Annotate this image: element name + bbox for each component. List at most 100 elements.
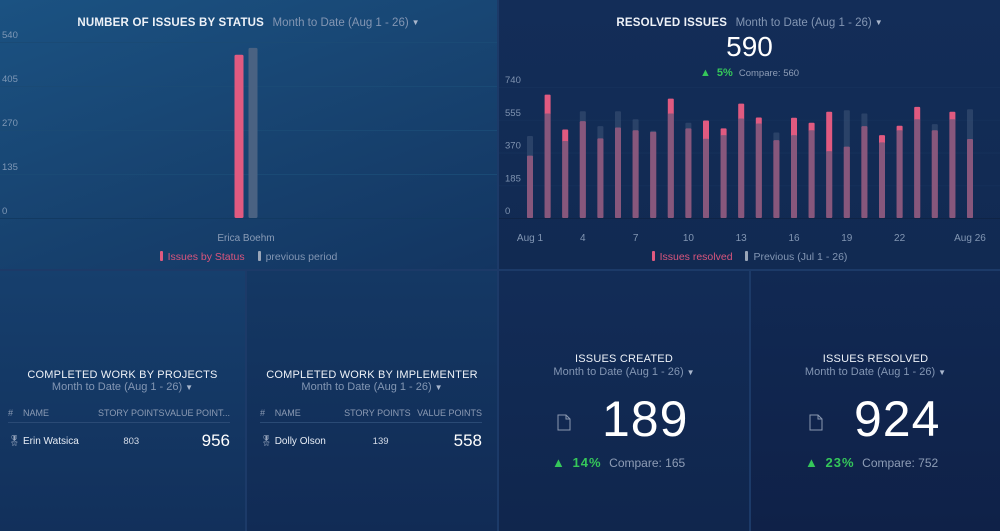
row-story-points: 803 [123, 435, 140, 447]
chevron-down-icon: ▼ [434, 383, 443, 392]
legend-swatch [745, 251, 749, 261]
column-header-rank: # [8, 408, 23, 423]
period-selector[interactable]: Month to Date (Aug 1 - 26) ▼ [499, 366, 749, 378]
bar-previous [632, 119, 639, 218]
legend-item-previous[interactable]: previous period [257, 251, 338, 263]
bar-previous [914, 119, 921, 218]
bar-previous [720, 135, 727, 218]
document-icon [809, 414, 823, 431]
x-tick-label: 4 [580, 233, 586, 244]
bar-previous [861, 113, 868, 218]
legend-item-previous[interactable]: Previous (Jul 1 - 26) [745, 251, 847, 263]
legend-label: previous period [265, 251, 338, 263]
bar-previous [562, 140, 569, 218]
resolved-issues-chart: 0 185 370 555 740 Aug 1 4 7 10 13 16 19 22 Aug 26 [499, 75, 1000, 244]
chart-legend: Issues resolved Previous (Jul 1 - 26) [499, 251, 1000, 263]
completed-work-by-projects-panel: COMPLETED WORK BY PROJECTS Month to Date… [0, 271, 245, 531]
legend-label: Issues by Status [167, 251, 245, 263]
period-selector[interactable]: Month to Date (Aug 1 - 26) ▼ [0, 381, 245, 393]
issues-resolved-header: ISSUES RESOLVED [751, 349, 1000, 367]
period-label: Month to Date (Aug 1 - 26) [804, 366, 936, 378]
x-tick-label: 10 [683, 233, 695, 244]
x-tick-label: 19 [841, 233, 853, 244]
implementer-header: COMPLETED WORK BY IMPLEMENTER [247, 365, 497, 383]
resolved-delta: ▲ 5% Compare: 560 [499, 67, 1000, 79]
projects-table: # NAME STORY POINTS VALUE POINT... 🎖 Eri… [8, 408, 230, 451]
bar-previous [685, 122, 692, 218]
period-selector[interactable]: Month to Date (Aug 1 - 26) ▼ [736, 17, 883, 29]
panel-title: NUMBER OF ISSUES BY STATUS [77, 17, 265, 29]
column-header-value-points[interactable]: VALUE POINT... [164, 408, 230, 423]
legend-item-current[interactable]: Issues by Status [159, 251, 245, 263]
delta-percent: 5% [716, 67, 733, 79]
column-header-name[interactable]: NAME [23, 408, 98, 423]
column-header-story-points[interactable]: STORY POINTS [98, 408, 165, 423]
period-selector[interactable]: Month to Date (Aug 1 - 26) ▼ [247, 381, 497, 393]
resolved-issues-panel: RESOLVED ISSUES Month to Date (Aug 1 - 2… [499, 0, 1000, 269]
bar-previous [931, 124, 938, 218]
y-tick-label: 270 [2, 118, 18, 129]
chart-legend: Issues by Status previous period [0, 251, 497, 263]
y-tick-label: 0 [2, 206, 7, 217]
bar-previous [826, 151, 833, 218]
table-header-row: # NAME STORY POINTS VALUE POINT... [8, 408, 230, 423]
medal-icon: 🎖 [8, 435, 21, 447]
bar-previous [967, 109, 973, 218]
x-tick-label: 7 [633, 233, 639, 244]
compare-value: Compare: 560 [738, 68, 800, 79]
x-tick-label: Aug 1 [517, 233, 544, 244]
column-header-value-points[interactable]: VALUE POINTS [417, 408, 482, 423]
legend-swatch [651, 251, 655, 261]
y-tick-label: 0 [505, 206, 510, 217]
bar-previous [527, 136, 533, 218]
table-row[interactable]: 🎖 Erin Watsica 803 956 [8, 423, 230, 452]
y-tick-label: 405 [2, 74, 18, 85]
bar-previous [738, 118, 745, 218]
chevron-down-icon: ▼ [686, 368, 695, 377]
panel-title: COMPLETED WORK BY IMPLEMENTER [266, 369, 478, 381]
chevron-down-icon: ▼ [411, 18, 420, 27]
table-header-row: # NAME STORY POINTS VALUE POINTS [260, 408, 482, 423]
implementer-table: # NAME STORY POINTS VALUE POINTS 🎖 Dolly… [260, 408, 482, 451]
compare-value: Compare: 165 [609, 456, 686, 470]
row-value-points: 558 [453, 431, 482, 450]
panel-title: ISSUES RESOLVED [822, 353, 929, 365]
issues-resolved-panel: ISSUES RESOLVED Month to Date (Aug 1 - 2… [751, 271, 1000, 531]
period-label: Month to Date (Aug 1 - 26) [735, 17, 872, 29]
bar-previous [843, 110, 850, 218]
x-tick-label: 16 [788, 233, 800, 244]
legend-swatch [159, 251, 163, 261]
issues-created-header: ISSUES CREATED [499, 349, 749, 367]
issues-by-status-panel: NUMBER OF ISSUES BY STATUS Month to Date… [0, 0, 497, 269]
row-name: Dolly Olson [274, 435, 326, 447]
period-selector[interactable]: Month to Date (Aug 1 - 26) ▼ [273, 17, 420, 29]
legend-label: Previous (Jul 1 - 26) [753, 251, 848, 263]
column-header-name[interactable]: NAME [274, 408, 345, 423]
issues-created-panel: ISSUES CREATED Month to Date (Aug 1 - 26… [499, 271, 749, 531]
y-tick-label: 555 [505, 108, 521, 119]
issues-by-status-chart: 0 135 270 405 540 Erica Boehm [0, 30, 497, 244]
compare-value: Compare: 752 [862, 456, 939, 470]
row-story-points: 139 [372, 435, 389, 447]
bar-previous [773, 132, 780, 218]
y-tick-label: 135 [2, 162, 18, 173]
up-arrow-icon: ▲ [699, 67, 711, 79]
legend-label: Issues resolved [659, 251, 733, 263]
panel-title: RESOLVED ISSUES [616, 17, 728, 29]
bar-previous-period [248, 47, 258, 218]
row-name: Erin Watsica [23, 435, 79, 447]
y-tick-label: 370 [505, 141, 521, 152]
bar-previous [667, 113, 674, 218]
y-tick-label: 740 [505, 75, 521, 86]
x-tick-label: Erica Boehm [217, 233, 274, 244]
legend-item-current[interactable]: Issues resolved [651, 251, 733, 263]
column-header-story-points[interactable]: STORY POINTS [344, 408, 418, 423]
issues-by-status-header: NUMBER OF ISSUES BY STATUS Month to Date… [0, 13, 497, 31]
resolved-total-value: 590 [726, 31, 773, 62]
panel-title: COMPLETED WORK BY PROJECTS [27, 369, 218, 381]
period-selector[interactable]: Month to Date (Aug 1 - 26) ▼ [751, 366, 1000, 378]
bar-previous [597, 126, 604, 218]
panel-title: ISSUES CREATED [575, 353, 673, 365]
table-row[interactable]: 🎖 Dolly Olson 139 558 [260, 423, 482, 452]
period-label: Month to Date (Aug 1 - 26) [272, 17, 409, 29]
